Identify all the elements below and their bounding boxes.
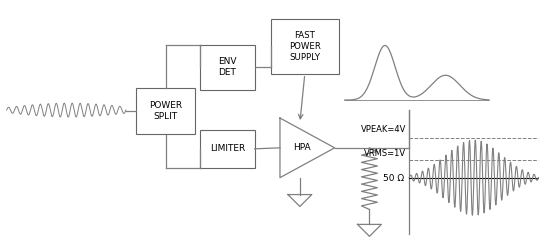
Text: POWER
SPLIT: POWER SPLIT <box>149 101 182 121</box>
Text: LIMITER: LIMITER <box>210 144 245 153</box>
Bar <box>271 19 339 74</box>
Bar <box>136 88 195 134</box>
Text: VRMS=1V: VRMS=1V <box>364 149 406 158</box>
Text: VPEAK=4V: VPEAK=4V <box>361 126 406 134</box>
Text: ENV
DET: ENV DET <box>218 57 236 77</box>
Text: FAST
POWER
SUPPLY: FAST POWER SUPPLY <box>289 31 321 62</box>
Bar <box>200 45 255 90</box>
Text: HPA: HPA <box>294 143 311 152</box>
Text: 50 Ω: 50 Ω <box>383 174 404 183</box>
Bar <box>200 130 255 168</box>
